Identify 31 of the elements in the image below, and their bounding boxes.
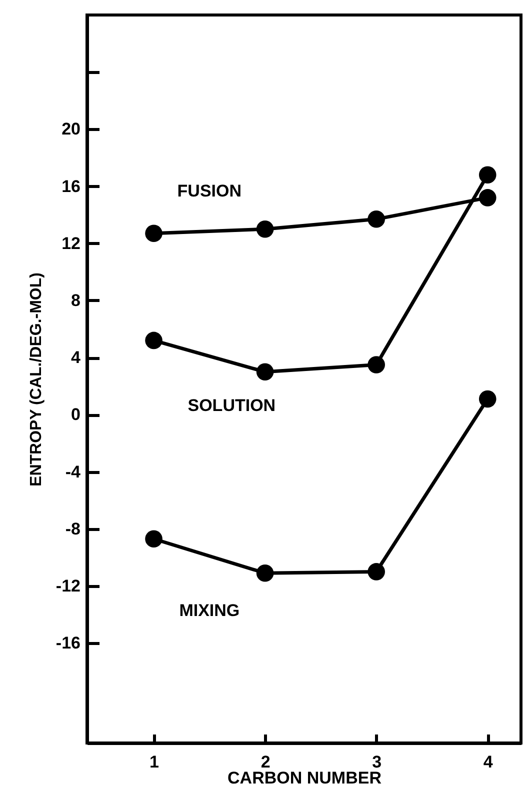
y-tick-label: -16 bbox=[56, 634, 80, 653]
point bbox=[256, 564, 274, 582]
series-label: FUSION bbox=[177, 181, 242, 200]
point bbox=[368, 210, 385, 228]
point bbox=[145, 332, 162, 350]
point bbox=[368, 356, 385, 374]
x-tick-label: 4 bbox=[483, 752, 494, 772]
point bbox=[478, 166, 496, 184]
y-tick-label: 8 bbox=[71, 290, 80, 310]
point bbox=[368, 563, 385, 580]
y-axis-title: ENTROPY (CAL./DEG.-MOL) bbox=[28, 272, 45, 486]
y-tick-label: -12 bbox=[56, 576, 80, 596]
y-tick-label: 12 bbox=[62, 234, 80, 253]
x-tick-label: 3 bbox=[372, 752, 382, 772]
y-tick-label: -8 bbox=[65, 519, 80, 538]
point bbox=[145, 224, 162, 242]
y-tick-label: 0 bbox=[71, 405, 80, 424]
x-axis-title: CARBON NUMBER bbox=[228, 768, 382, 788]
point bbox=[145, 530, 162, 548]
series-label: SOLUTION bbox=[188, 396, 276, 415]
y-tick-label: 4 bbox=[71, 348, 82, 368]
point bbox=[478, 390, 496, 408]
x-tick-label: 2 bbox=[260, 752, 270, 772]
point bbox=[478, 189, 496, 206]
point bbox=[256, 363, 274, 381]
point bbox=[256, 220, 274, 238]
y-tick-label: 20 bbox=[62, 120, 80, 139]
x-tick-label: 1 bbox=[150, 752, 160, 772]
y-tick-label: 16 bbox=[62, 176, 80, 196]
y-tick-label: -4 bbox=[65, 462, 82, 482]
series-label: MIXING bbox=[179, 600, 240, 620]
